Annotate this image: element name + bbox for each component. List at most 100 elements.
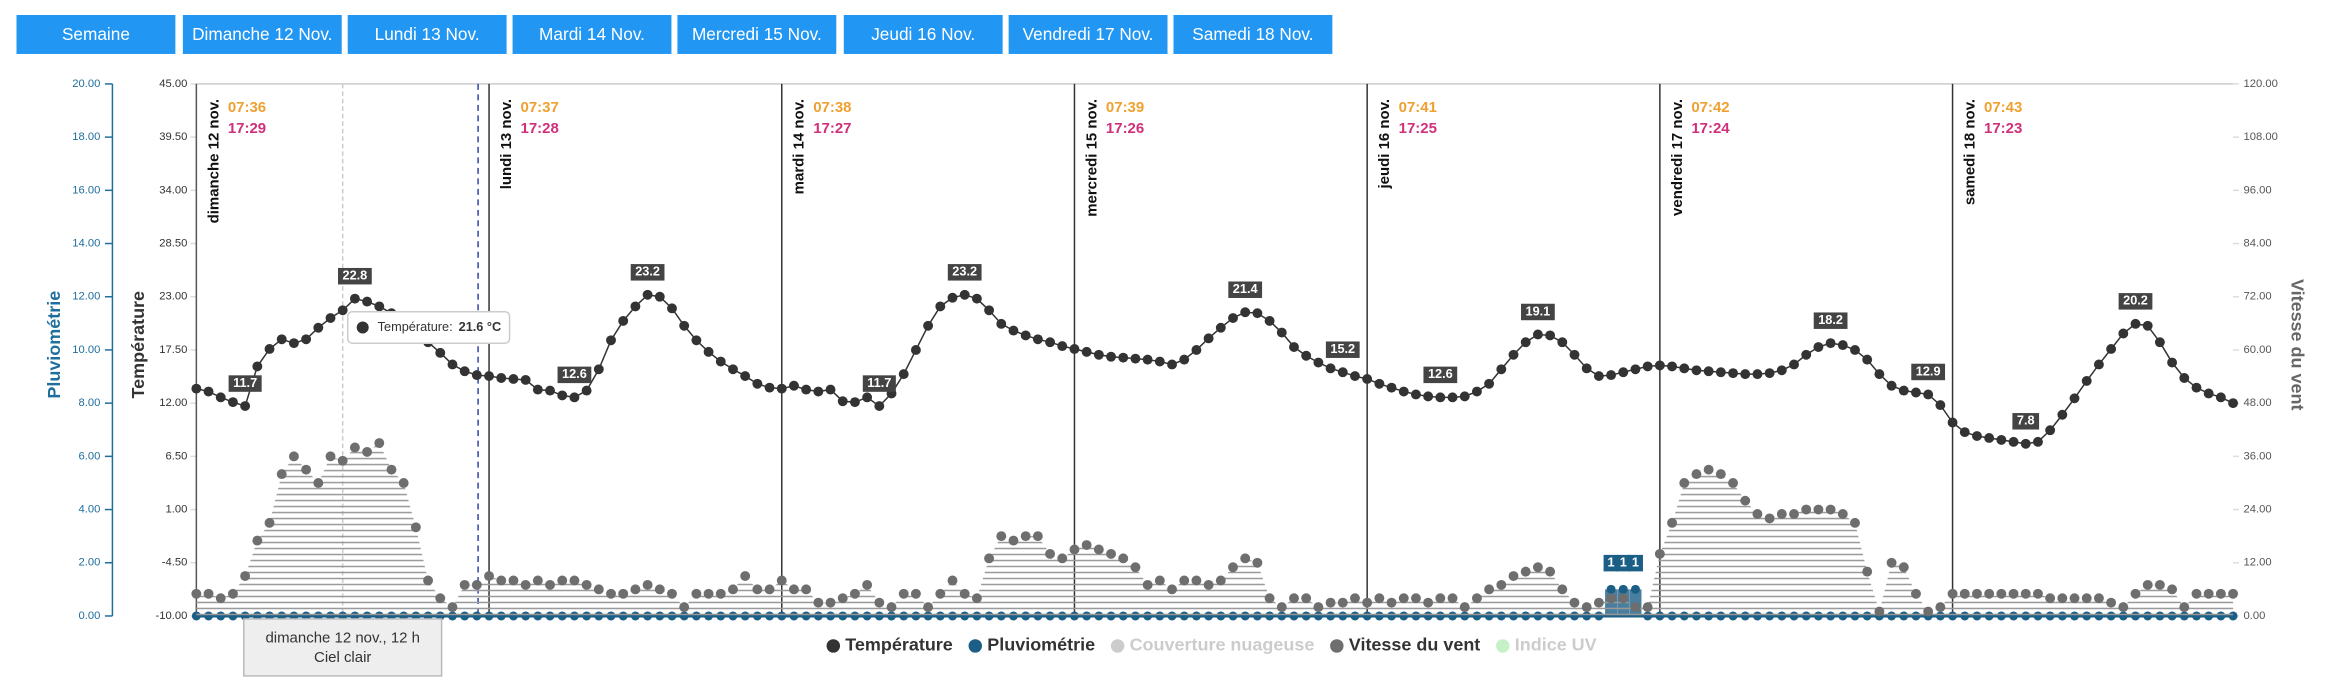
wind-point [447,602,458,613]
wind-point [1825,504,1836,515]
wind-point [1447,593,1458,604]
wind-point [2106,597,2117,608]
tab-label[interactable]: Mercredi 15 Nov. [692,24,822,44]
legend-marker[interactable] [1110,639,1125,653]
wind-point [1520,566,1531,577]
y2-tick-label: 108.00 [2244,131,2278,143]
tab-label[interactable]: Lundi 13 Nov. [375,24,480,44]
legend-marker[interactable] [826,639,841,653]
wind-point [1984,588,1995,599]
wind-point [1045,548,1056,559]
legend-label[interactable]: Vitesse du vent [1349,635,1481,655]
temp-point [1874,369,1885,380]
tab-label[interactable]: Samedi 18 Nov. [1192,24,1313,44]
y2-axis-title: Vitesse du vent [2287,279,2307,411]
temp-point [959,289,970,300]
temp-point [1862,354,1873,365]
legend-marker[interactable] [968,639,983,653]
tab-label[interactable]: Mardi 14 Nov. [539,24,645,44]
sunset: 17:25 [1399,120,1437,137]
temp-point [2032,436,2043,447]
tab[interactable] [1008,14,1168,54]
temp-point [996,318,1007,329]
tab[interactable] [16,14,176,54]
temp-point [1532,329,1543,340]
wind-point [1728,478,1738,488]
wind-area [196,443,2234,616]
y2-tick-label: 48.00 [2244,397,2272,409]
temp-label: 15.2 [1330,341,1355,356]
tab[interactable] [1173,14,1333,54]
temp-point [1057,341,1068,352]
y-tick-label: 23.00 [159,291,187,303]
tab[interactable] [182,14,342,54]
wind-point [459,579,470,590]
wind-point [1935,602,1946,613]
temp-label-bg [2118,293,2153,310]
wind-point [374,438,385,448]
temp-point [642,289,653,300]
temp-point [2154,337,2165,348]
legend-label[interactable]: Couverture nuageuse [1130,635,1315,655]
temp-point [752,378,763,389]
temp-point [1118,352,1129,363]
legend-marker[interactable] [1330,639,1344,653]
temp-point [545,385,555,396]
legend-label[interactable]: Température [845,635,953,655]
wind-point [325,451,336,462]
y-tick-label: 45.00 [159,78,187,90]
temp-point [1935,400,1946,411]
y3-tick-label: 2.00 [79,557,101,569]
wind-point [2069,593,2080,604]
wind-point [1301,593,1312,604]
y-tick-label: 6.50 [165,450,187,462]
temp-point [1679,363,1690,374]
wind-point [2032,588,2043,599]
temp-point [740,371,751,382]
temp-point [654,291,665,302]
wind-point [313,478,324,488]
wind-point [1752,509,1763,519]
tab-label[interactable]: Semaine [62,24,130,44]
tab[interactable] [843,14,1003,54]
legend-marker[interactable] [1496,639,1510,653]
wind-point [1789,509,1799,519]
y3-tick-label: 6.00 [79,450,101,462]
temp-point [240,401,251,411]
wind-point [1630,602,1641,613]
temp-point [1776,365,1787,376]
wind-point [849,588,860,599]
wind-point [1423,597,1434,608]
sunrise: 07:37 [521,99,559,116]
temp-point [1496,364,1507,375]
temp-point [1593,371,1604,382]
temp-point [1264,315,1275,326]
legend-label[interactable]: Indice UV [1515,635,1597,655]
tab-label[interactable]: Vendredi 17 Nov. [1023,24,1154,44]
tab[interactable] [677,14,837,54]
wind-point [520,579,531,590]
wind-point [1374,593,1385,604]
legend-label[interactable]: Pluviométrie [987,635,1095,655]
wind-point [1362,597,1373,608]
temp-point [789,380,799,391]
tab-label[interactable]: Dimanche 12 Nov. [192,24,332,44]
wind-point [1898,562,1909,573]
wind-point [2215,588,2226,599]
tab[interactable] [512,14,672,54]
tab[interactable] [347,14,507,54]
wind-point [2118,602,2129,613]
temp-point [1898,385,1909,396]
sunrise: 07:42 [1691,99,1729,116]
temp-point [2228,398,2239,409]
temp-point [618,315,629,326]
y-tick-label: -10.00 [155,610,187,622]
wind-point [1703,464,1714,475]
y3-tick-label: 4.00 [79,504,101,516]
wind-point [1947,588,1958,599]
sunset: 17:26 [1106,120,1144,137]
wind-point [1093,544,1104,555]
tab-label[interactable]: Jeudi 16 Nov. [871,24,975,44]
wind-point [2167,584,2178,595]
